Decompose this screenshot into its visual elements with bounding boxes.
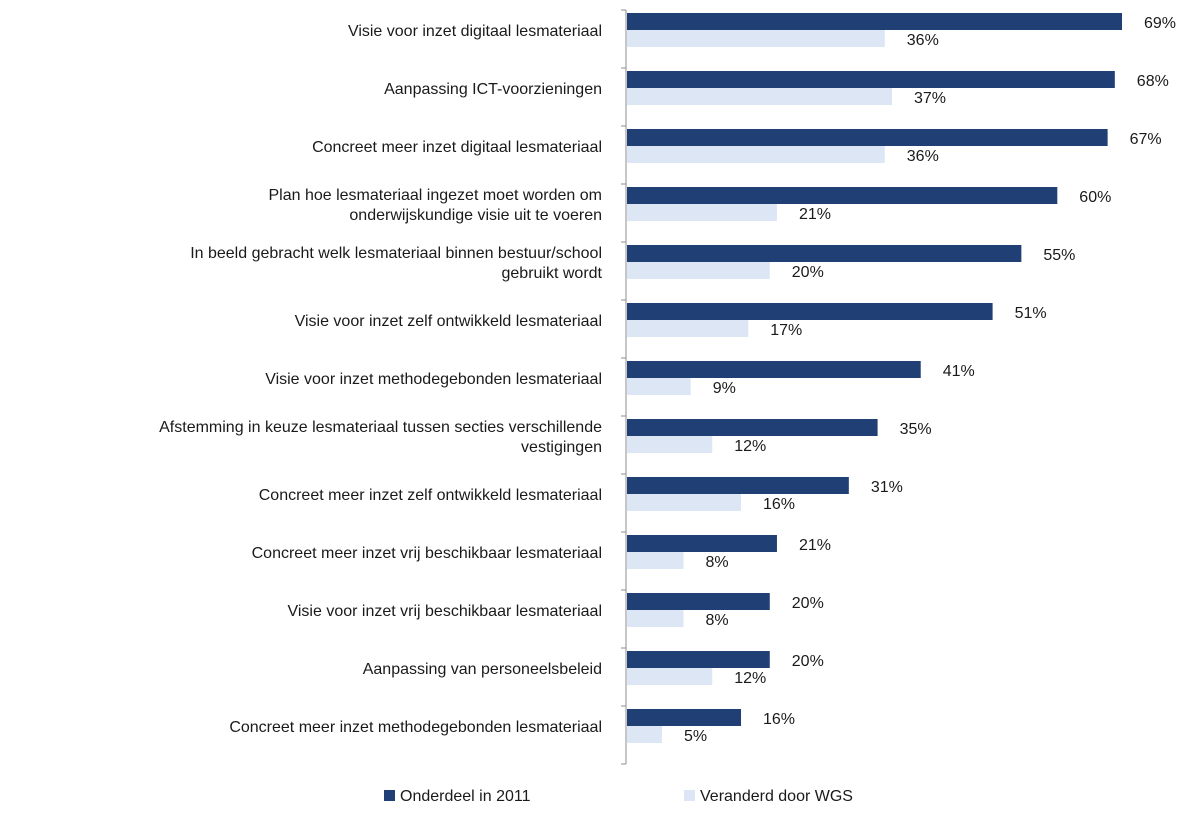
category-label: Aanpassing ICT-voorzieningen <box>384 81 602 98</box>
data-label-veranderd-wgs: 36% <box>907 32 939 49</box>
bar-veranderd-wgs <box>627 262 770 279</box>
data-label-veranderd-wgs: 12% <box>734 670 766 687</box>
bar-veranderd-wgs <box>627 378 691 395</box>
bar-onderdeel-2011 <box>627 361 921 378</box>
category-label: Visie voor inzet vrij beschikbaar lesmat… <box>287 603 602 620</box>
data-label-veranderd-wgs: 8% <box>706 554 729 571</box>
bar-onderdeel-2011 <box>627 71 1115 88</box>
data-label-onderdeel-2011: 31% <box>871 479 903 496</box>
bar-onderdeel-2011 <box>627 535 777 552</box>
data-label-onderdeel-2011: 20% <box>792 653 824 670</box>
data-label-onderdeel-2011: 68% <box>1137 73 1169 90</box>
data-label-veranderd-wgs: 12% <box>734 438 766 455</box>
legend-item-onderdeel-2011-swatch <box>384 790 395 801</box>
data-label-veranderd-wgs: 16% <box>763 496 795 513</box>
category-label: Concreet meer inzet vrij beschikbaar les… <box>252 545 602 562</box>
category-label: In beeld gebracht welk lesmateriaal binn… <box>190 245 602 262</box>
bar-veranderd-wgs <box>627 204 777 221</box>
data-label-onderdeel-2011: 41% <box>943 363 975 380</box>
data-label-veranderd-wgs: 37% <box>914 90 946 107</box>
bar-onderdeel-2011 <box>627 593 770 610</box>
category-label: Visie voor inzet zelf ontwikkeld lesmate… <box>295 313 602 330</box>
data-label-veranderd-wgs: 21% <box>799 206 831 223</box>
bar-onderdeel-2011 <box>627 709 742 726</box>
category-label: Visie voor inzet methodegebonden lesmate… <box>265 371 602 388</box>
bar-veranderd-wgs <box>627 320 749 337</box>
bar-onderdeel-2011 <box>627 419 878 436</box>
data-label-veranderd-wgs: 8% <box>706 612 729 629</box>
category-label: Plan hoe lesmateriaal ingezet moet worde… <box>268 187 602 204</box>
data-label-onderdeel-2011: 35% <box>900 421 932 438</box>
category-label: vestigingen <box>521 439 602 456</box>
category-label: Concreet meer inzet methodegebonden lesm… <box>229 719 602 736</box>
category-label: Aanpassing van personeelsbeleid <box>363 661 602 678</box>
data-label-onderdeel-2011: 16% <box>763 711 795 728</box>
category-label: gebruikt wordt <box>502 265 603 282</box>
legend-item-veranderd-wgs-label: Veranderd door WGS <box>700 788 853 805</box>
data-label-onderdeel-2011: 55% <box>1043 247 1075 264</box>
bar-onderdeel-2011 <box>627 129 1108 146</box>
bar-onderdeel-2011 <box>627 245 1022 262</box>
data-label-veranderd-wgs: 9% <box>713 380 736 397</box>
data-label-onderdeel-2011: 60% <box>1079 189 1111 206</box>
bar-onderdeel-2011 <box>627 477 849 494</box>
bar-veranderd-wgs <box>627 726 662 743</box>
legend-item-onderdeel-2011-label: Onderdeel in 2011 <box>400 788 531 805</box>
data-label-onderdeel-2011: 67% <box>1130 131 1162 148</box>
data-label-onderdeel-2011: 69% <box>1144 15 1176 32</box>
bar-onderdeel-2011 <box>627 303 993 320</box>
bar-veranderd-wgs <box>627 436 713 453</box>
category-label: Visie voor inzet digitaal lesmateriaal <box>348 23 602 40</box>
data-label-veranderd-wgs: 36% <box>907 148 939 165</box>
bar-onderdeel-2011 <box>627 651 770 668</box>
category-label: Concreet meer inzet digitaal lesmateriaa… <box>312 139 602 156</box>
bar-veranderd-wgs <box>627 610 684 627</box>
bar-onderdeel-2011 <box>627 187 1058 204</box>
category-label: Concreet meer inzet zelf ontwikkeld lesm… <box>259 487 602 504</box>
bar-veranderd-wgs <box>627 494 742 511</box>
bar-veranderd-wgs <box>627 88 892 105</box>
data-label-veranderd-wgs: 5% <box>684 728 707 745</box>
bar-veranderd-wgs <box>627 552 684 569</box>
category-label: Afstemming in keuze lesmateriaal tussen … <box>159 419 602 436</box>
data-label-onderdeel-2011: 20% <box>792 595 824 612</box>
data-label-onderdeel-2011: 21% <box>799 537 831 554</box>
bar-onderdeel-2011 <box>627 13 1122 30</box>
data-label-onderdeel-2011: 51% <box>1015 305 1047 322</box>
data-label-veranderd-wgs: 17% <box>770 322 802 339</box>
bar-veranderd-wgs <box>627 146 885 163</box>
legend-item-veranderd-wgs-swatch <box>684 790 695 801</box>
bar-veranderd-wgs <box>627 668 713 685</box>
bar-veranderd-wgs <box>627 30 885 47</box>
category-label: onderwijskundige visie uit te voeren <box>349 207 602 224</box>
data-label-veranderd-wgs: 20% <box>792 264 824 281</box>
